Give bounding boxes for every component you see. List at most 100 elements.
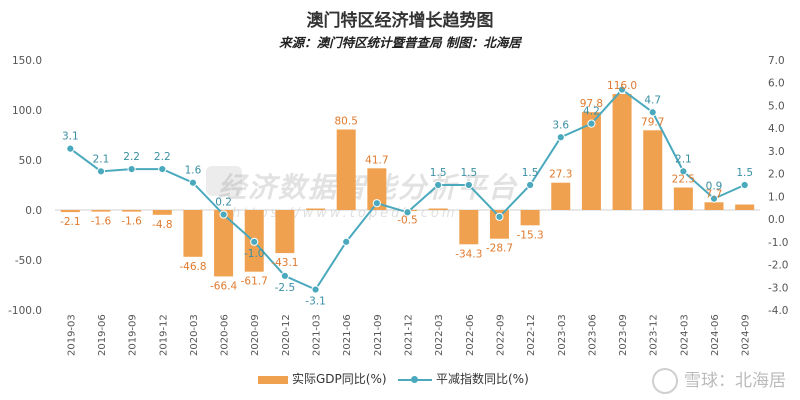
deflator-point [311,285,320,294]
deflator-point [188,178,198,187]
y-right-tick-label: -1.0 [768,237,789,249]
deflator-point [158,164,167,174]
deflator-point-label: 2.1 [675,153,692,165]
deflator-point [648,108,657,117]
legend-label-gdp: 实际GDP同比(%) [292,372,387,386]
deflator-point [617,85,627,94]
gdp-bar [704,202,724,210]
legend-item-deflator: 平减指数同比(%) [398,370,529,387]
x-tick-label: 2023-06 [587,314,598,356]
gdp-bar-label: -28.7 [486,243,513,255]
y-right-tick-label: 5.0 [768,100,785,112]
x-tick-label: 2021-03 [312,314,323,356]
y-right-tick-label: -4.0 [768,305,789,317]
y-left-tick-label: 100.0 [12,105,42,117]
deflator-point [66,144,75,153]
gdp-bar-label: 7.7 [706,188,723,200]
gdp-bar-label: -1.6 [91,216,112,228]
gdp-bar-label: -1.6 [121,216,142,228]
deflator-point [587,119,596,128]
y-left-tick-label: 0.0 [25,205,42,217]
deflator-point-label: 0.2 [215,197,232,209]
deflator-point-label: 1.5 [430,167,447,179]
legend: 实际GDP同比(%) 平减指数同比(%) [0,370,800,388]
gdp-bar [735,204,755,210]
deflator-point [250,237,259,246]
gdp-bar-label: -15.3 [517,229,544,241]
deflator-point-label: 2.1 [93,153,110,165]
deflator-point-label: 0.9 [706,181,723,193]
deflator-point [403,208,412,217]
legend-line-swatch [398,375,432,385]
deflator-point [709,194,719,203]
deflator-point-label: 3.1 [62,131,79,143]
gdp-bar [643,130,663,210]
gdp-bar [183,210,203,257]
footer-watermark-text: 雪球：北海居 [684,371,786,391]
gdp-bar-label: -66.4 [210,280,237,292]
chart-title: 澳门特区经济增长趋势图 [306,11,494,31]
deflator-point-label: 1.5 [736,167,753,179]
deflator-point [127,164,136,174]
legend-label-deflator: 平减指数同比(%) [436,372,529,386]
y-right-tick-label: 2.0 [768,169,785,181]
x-tick-label: 2022-12 [526,314,537,356]
deflator-point [740,180,749,190]
deflator-point [434,180,443,190]
gdp-bar-label: -46.8 [179,261,206,273]
deflator-point-label: -1.0 [244,248,265,260]
y-right-tick-label: -3.0 [768,282,789,294]
gdp-bar [275,210,295,254]
gdp-bar [60,210,80,213]
y-right-tick-label: 6.0 [768,78,785,90]
gdp-bar-label: 97.8 [580,98,603,110]
x-tick-label: 2019-09 [128,314,139,356]
gdp-bar-label: 79.7 [641,116,664,128]
gdp-bar [122,210,142,212]
gdp-bar-label: -34.3 [455,248,482,260]
y-right-tick-label: 3.0 [768,146,785,158]
gdp-bar [152,210,172,215]
gdp-bar-label: -2.1 [60,216,81,228]
y-right-tick-label: 0.0 [768,214,785,226]
deflator-point [556,133,565,142]
gdp-bar [336,129,356,210]
gdp-bar-label: 41.7 [365,154,388,166]
y-right-tick-label: -2.0 [768,260,789,272]
gdp-bar [489,210,509,239]
x-tick-label: 2024-06 [710,314,721,356]
deflator-point-label: 2.2 [154,151,171,163]
gdp-bar [551,182,571,210]
gdp-bar-label: -43.1 [271,257,298,269]
deflator-point-label: 1.5 [460,167,477,179]
deflator-point-label: -2.5 [275,282,296,294]
x-tick-label: 2022-03 [434,314,445,356]
x-tick-label: 2024-03 [679,314,690,356]
gdp-bar [367,168,387,210]
gdp-bar-label: -4.8 [152,219,173,231]
watermark-logo-icon [206,166,242,196]
x-tick-label: 2023-12 [649,314,660,356]
deflator-point [495,212,504,221]
snowball-logo-icon [652,368,678,394]
deflator-point-label: 1.5 [522,167,539,179]
deflator-point [280,271,289,281]
footer-watermark: 雪球：北海居 [652,366,786,394]
y-left-tick-label: 50.0 [19,155,42,167]
deflator-point [464,180,473,190]
x-tick-label: 2022-09 [495,314,506,356]
y-left-tick-label: 150.0 [12,55,42,67]
gdp-bar-label: 22.5 [672,174,695,186]
x-tick-label: 2021-09 [373,314,384,356]
deflator-point [219,210,228,219]
x-tick-label: 2020-06 [220,314,231,356]
x-tick-label: 2019-03 [66,314,77,356]
deflator-point-label: -3.1 [305,296,326,308]
deflator-point-label: 4.2 [583,106,600,118]
x-tick-label: 2020-03 [189,314,200,356]
x-tick-label: 2020-12 [281,314,292,356]
gdp-bar [91,210,111,212]
x-tick-label: 2020-09 [250,314,261,356]
gdp-bar [459,210,479,245]
